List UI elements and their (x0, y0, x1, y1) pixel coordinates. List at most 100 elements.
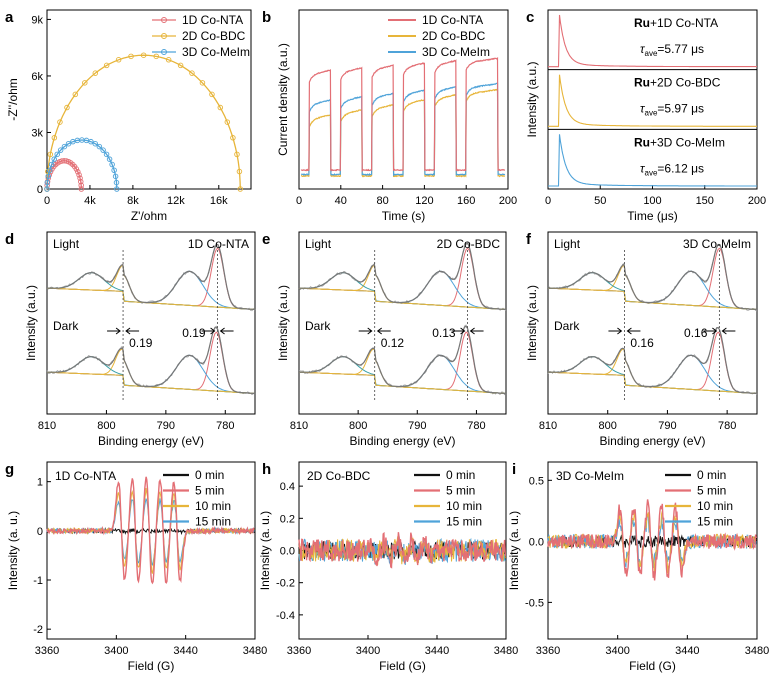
panel-d-frame (46, 231, 256, 415)
panel-a-point (47, 151, 54, 158)
panel-f-frame (547, 231, 758, 415)
panel-a: 0 4k 8k 12k 16k Z'/ohm 0 3k 6k 9k -Z''/ohm a 1D Co-N… (5, 9, 252, 223)
panel-g-frame (46, 461, 256, 640)
panel-f: 810 800 790 780 Binding energy (eV) Intensity… (525, 231, 758, 448)
panel-a-point (44, 179, 51, 186)
panel-h-xlabel: Field (G) (379, 659, 426, 673)
panel-a-series-yellow (46, 54, 241, 190)
panel-a-point (103, 62, 110, 69)
panel-d-xtick-label: 810 (38, 420, 56, 432)
panel-f-sample-label: 3D Co-MeIm (683, 237, 751, 251)
panel-a-ylabel: -Z''/ohm (6, 78, 20, 121)
panel-h-ylabel: Intensity (a. u.) (258, 511, 272, 590)
panel-e-xtick-label: 810 (290, 420, 308, 432)
panel-f-shift-arrow (608, 327, 623, 335)
panel-f-shift-value: 0.16 (684, 326, 708, 340)
panel-b-frame (298, 9, 509, 190)
panel-b-series-red (300, 56, 505, 173)
panel-b-xtick-label: 0 (296, 195, 302, 207)
panel-a-ytick-label: 0 (37, 184, 43, 196)
panel-a-frame (46, 9, 252, 190)
panel-e-fit-component (299, 354, 507, 394)
panel-h-xtick-label: 3440 (425, 645, 449, 657)
panel-e-dark-label: Dark (305, 319, 331, 333)
panel-e-shift-value: 0.12 (381, 336, 405, 350)
panel-g-ylabel: Intensity (a. u.) (6, 511, 20, 590)
panel-c-xtick-label: 200 (748, 195, 766, 207)
panel-i-xlabel: Field (G) (629, 659, 676, 673)
panel-a-point (96, 143, 103, 150)
panel-i-frame (547, 461, 758, 640)
panel-c-decay-blue (548, 134, 757, 187)
panel-b-xtick-label: 160 (457, 195, 475, 207)
panel-a-point (57, 147, 64, 153)
panel-d-shift-arrow (107, 327, 121, 335)
panel-c-tau-symbol: τ (640, 42, 646, 56)
panel-h-xtick-label: 3480 (494, 645, 518, 657)
panel-e: 810 800 790 780 Binding energy (eV) Intensity… (262, 231, 507, 448)
panel-a-ytick-label: 9k (31, 14, 43, 26)
panel-b-legend-label: 1D Co-NTA (422, 13, 483, 27)
panel-a-point (140, 52, 147, 58)
panel-d-ylabel: Intensity (a.u.) (24, 285, 38, 361)
panel-c-xtick-label: 50 (594, 195, 606, 207)
panel-h-legend-label: 15 min (446, 515, 482, 529)
panel-e-xtick-label: 780 (467, 420, 485, 432)
panel-a-point (72, 91, 79, 98)
panel-e-frame (298, 231, 507, 415)
panel-b-xlabel: Time (s) (382, 209, 426, 223)
panel-a-point (78, 178, 84, 185)
panel-d-dark-label: Dark (53, 319, 79, 333)
panel-c-ru-label: Ru (634, 16, 650, 30)
panel-e-ylabel: Intensity (a.u.) (276, 285, 290, 361)
panel-a-xtick-label: 0 (44, 195, 50, 207)
panel-i: 3360 3400 3440 3480 Field (G) -0.5 0.0 0.5 Inten… (507, 461, 769, 673)
panel-e-shift-arrow (451, 327, 466, 335)
panel-h-panel-label: h (262, 461, 271, 478)
panel-f-shift-value: 0.16 (630, 336, 654, 350)
panel-d-envelope (46, 243, 256, 311)
panel-d-fit-component (47, 270, 256, 310)
panel-c: 0 50 100 150 200 Time (μs) Intensity (a.u.) c Ru… (525, 9, 766, 223)
panel-g-xtick-label: 3440 (173, 645, 197, 657)
panel-a-point (100, 147, 106, 153)
panel-a-xtick-label: 4k (84, 195, 96, 207)
panel-c-xtick-label: 150 (696, 195, 714, 207)
panel-g-xtick-label: 3400 (104, 645, 128, 657)
panel-f-panel-label: f (526, 231, 532, 248)
panel-c-tau-symbol: τ (640, 161, 646, 175)
panel-e-shift-arrow (358, 327, 373, 335)
panel-c-sample-name: +3D Co-MeIm (650, 135, 725, 149)
panel-e-envelope (298, 242, 507, 311)
panel-c-sample-label: Ru+1D Co-NTA (634, 16, 718, 30)
panel-a-point (128, 53, 134, 60)
panel-a-xtick-label: 16k (210, 195, 228, 207)
panel-f-fit-component (548, 270, 758, 310)
panel-a-point (234, 151, 240, 158)
panel-i-xtick-label: 3480 (745, 645, 769, 657)
panel-b-xtick-label: 80 (376, 195, 388, 207)
panel-e-envelope (298, 325, 507, 395)
panel-d: 810 800 790 780 Binding energy (eV) Intensity… (5, 231, 256, 448)
panel-a-point (209, 91, 215, 98)
panel-i-legend-label: 10 min (697, 499, 733, 513)
panel-d-shift-arrow (125, 327, 140, 335)
panel-f-xtick-label: 800 (599, 420, 617, 432)
panel-a-point (189, 70, 195, 76)
panel-a-point (88, 138, 94, 145)
panel-a-point (64, 104, 70, 111)
panel-a-point (115, 57, 122, 63)
panel-h-ytick-label: 0.2 (280, 513, 295, 525)
panel-a-point (112, 173, 119, 180)
panel-a-legend-marker (161, 33, 167, 39)
panel-a-series-blue (46, 139, 118, 190)
panel-c-sample-name: +1D Co-NTA (650, 16, 718, 30)
panel-h-ytick-label: -0.4 (276, 610, 295, 622)
panel-c-sample-name: +2D Co-BDC (650, 76, 721, 90)
panel-e-panel-label: e (262, 231, 270, 248)
panel-a-panel-label: a (5, 9, 14, 26)
panel-a-point (54, 151, 60, 158)
panel-f-fit-component (547, 272, 758, 310)
panel-a-point (76, 172, 82, 178)
panel-a-point (46, 167, 53, 174)
